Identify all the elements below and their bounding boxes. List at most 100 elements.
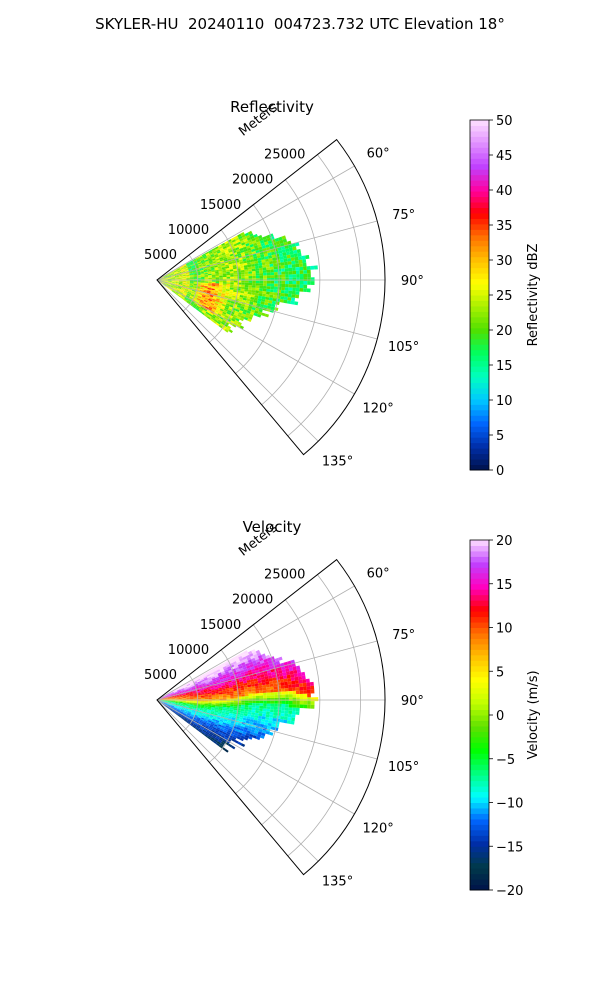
data-cell [208,669,213,673]
colorbar-band [470,382,489,389]
data-cell [186,294,190,298]
data-cell [164,281,168,282]
data-cell [227,260,232,263]
data-cell [273,712,278,716]
data-cell [182,695,187,698]
data-cell [264,241,269,246]
data-cell [163,282,168,285]
data-cell [200,287,204,290]
data-cell [268,300,273,304]
data-cell [184,708,189,711]
data-cell [212,718,217,722]
data-cell [170,706,174,709]
data-cell [233,674,238,678]
data-cell [271,723,276,728]
data-cell [199,677,204,681]
data-cell [160,699,165,700]
data-cell [255,649,261,654]
data-cell [294,676,299,681]
data-cell [187,712,191,716]
data-cell [290,677,295,682]
data-cell [256,303,261,307]
colorbar-band [470,720,489,727]
data-cell [198,728,203,732]
data-cell [270,283,275,287]
data-cell [194,722,198,726]
data-cell [303,284,308,289]
data-cell [203,290,207,293]
data-cell [254,310,259,314]
data-cell [197,701,201,703]
data-cell [292,277,297,281]
colorbar-band [470,278,489,285]
data-cell [240,315,245,320]
data-cell [222,705,227,708]
data-cell [189,706,193,709]
data-cell [181,285,186,288]
data-cell [248,725,253,730]
data-cell [298,259,303,264]
data-cell [182,275,187,277]
data-cell [241,282,245,285]
data-cell [206,713,210,717]
radial-tick-label: 10000 [168,223,209,238]
data-cell [200,693,205,695]
data-cell [235,247,240,251]
data-cell [206,710,211,713]
data-cell [220,717,224,721]
angle-tick-label: 90° [401,274,424,289]
colorbar-band [470,682,489,689]
data-cell [230,244,235,248]
data-cell [218,666,223,670]
data-cell [189,680,193,684]
data-cell [251,705,256,708]
data-cell [219,274,223,276]
data-cell [295,687,300,691]
data-cell [264,678,270,683]
data-cell [207,256,212,260]
data-cell [197,277,201,279]
data-cell [175,277,179,279]
data-cell [246,656,252,661]
data-cell [183,291,188,294]
data-cell [221,252,226,256]
data-cell [197,700,201,702]
data-cell [237,314,242,318]
data-cell [226,244,231,248]
data-cell [235,728,240,733]
data-cell [207,709,212,712]
data-cell [226,702,231,705]
data-cell [208,282,212,285]
data-cell [213,304,218,308]
colorbar-tick-label: 40 [496,184,513,199]
data-cell [247,686,252,690]
sector-outline [156,138,386,456]
data-cell [206,302,211,306]
data-cell [189,278,194,280]
colorbar-band [470,709,489,716]
data-cell [215,322,220,327]
data-cell [296,700,300,705]
data-cell [236,316,241,320]
colorbar-band [470,857,489,864]
data-cell [174,695,179,698]
colorbar-band [470,818,489,825]
data-cell [174,275,179,277]
data-cell [200,274,205,277]
data-cell [180,268,185,271]
data-cell [228,669,233,673]
data-cell [241,284,245,288]
data-cell [292,666,297,671]
data-cell [216,307,221,311]
data-cell [186,300,191,304]
data-cell [302,682,307,687]
colorbar-band [470,409,489,416]
data-cell [218,270,223,273]
data-cell [181,707,186,710]
data-cell [184,290,188,293]
data-cell [171,280,176,282]
data-cell [165,706,169,709]
data-cell [233,268,238,272]
data-cell [285,248,290,253]
data-cell [225,725,230,729]
